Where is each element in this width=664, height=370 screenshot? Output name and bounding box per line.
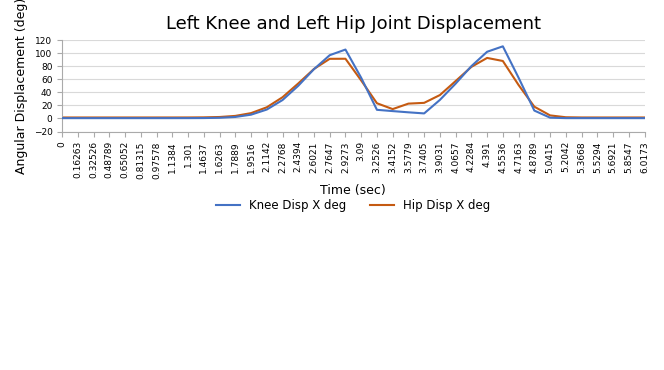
Knee Disp X deg [388, 109, 396, 113]
Knee Disp X deg [294, 84, 302, 88]
Knee Disp X deg [184, 116, 192, 120]
Knee Disp X deg [263, 107, 271, 112]
Hip Disp X deg [546, 113, 554, 118]
Knee Disp X deg [341, 47, 349, 52]
Line: Knee Disp X deg: Knee Disp X deg [62, 46, 645, 118]
Hip Disp X deg [231, 114, 239, 118]
Knee Disp X deg [562, 116, 570, 120]
Line: Hip Disp X deg: Hip Disp X deg [62, 58, 645, 118]
Knee Disp X deg [625, 116, 633, 120]
Hip Disp X deg [531, 104, 539, 109]
Hip Disp X deg [483, 56, 491, 60]
Knee Disp X deg [357, 75, 365, 80]
Legend: Knee Disp X deg, Hip Disp X deg: Knee Disp X deg, Hip Disp X deg [212, 194, 495, 216]
Y-axis label: Angular Displacement (deg): Angular Displacement (deg) [15, 0, 28, 174]
Knee Disp X deg [153, 116, 161, 120]
Hip Disp X deg [294, 81, 302, 86]
Hip Disp X deg [216, 115, 224, 119]
Knee Disp X deg [310, 67, 318, 71]
Knee Disp X deg [404, 110, 412, 115]
Knee Disp X deg [578, 116, 586, 120]
Knee Disp X deg [546, 115, 554, 120]
Hip Disp X deg [184, 115, 192, 120]
Title: Left Knee and Left Hip Joint Displacement: Left Knee and Left Hip Joint Displacemen… [166, 15, 540, 33]
Hip Disp X deg [278, 95, 286, 100]
Knee Disp X deg [420, 111, 428, 116]
Knee Disp X deg [483, 50, 491, 54]
Hip Disp X deg [436, 93, 444, 97]
Knee Disp X deg [436, 98, 444, 102]
Knee Disp X deg [106, 116, 114, 120]
Hip Disp X deg [106, 115, 114, 120]
Knee Disp X deg [531, 108, 539, 113]
Hip Disp X deg [499, 59, 507, 63]
Knee Disp X deg [90, 116, 98, 120]
Knee Disp X deg [499, 44, 507, 48]
Knee Disp X deg [169, 116, 177, 120]
Hip Disp X deg [310, 67, 318, 71]
Hip Disp X deg [169, 115, 177, 120]
X-axis label: Time (sec): Time (sec) [321, 184, 386, 197]
Knee Disp X deg [594, 116, 602, 120]
Knee Disp X deg [137, 116, 145, 120]
Knee Disp X deg [373, 108, 381, 112]
Knee Disp X deg [641, 116, 649, 120]
Hip Disp X deg [137, 115, 145, 120]
Knee Disp X deg [74, 116, 82, 120]
Hip Disp X deg [373, 101, 381, 105]
Knee Disp X deg [609, 116, 617, 120]
Hip Disp X deg [341, 57, 349, 61]
Knee Disp X deg [452, 81, 459, 86]
Hip Disp X deg [562, 115, 570, 120]
Hip Disp X deg [326, 57, 334, 61]
Hip Disp X deg [388, 107, 396, 111]
Knee Disp X deg [247, 112, 255, 117]
Hip Disp X deg [578, 115, 586, 120]
Hip Disp X deg [74, 115, 82, 120]
Hip Disp X deg [121, 115, 129, 120]
Knee Disp X deg [278, 98, 286, 102]
Hip Disp X deg [641, 115, 649, 120]
Knee Disp X deg [121, 116, 129, 120]
Hip Disp X deg [515, 83, 523, 87]
Knee Disp X deg [216, 115, 224, 120]
Knee Disp X deg [200, 116, 208, 120]
Hip Disp X deg [247, 111, 255, 115]
Hip Disp X deg [420, 101, 428, 105]
Hip Disp X deg [58, 115, 66, 120]
Knee Disp X deg [467, 64, 475, 68]
Hip Disp X deg [467, 65, 475, 69]
Hip Disp X deg [263, 105, 271, 110]
Hip Disp X deg [90, 115, 98, 120]
Hip Disp X deg [153, 115, 161, 120]
Knee Disp X deg [326, 53, 334, 57]
Knee Disp X deg [515, 75, 523, 80]
Hip Disp X deg [404, 101, 412, 106]
Hip Disp X deg [452, 79, 459, 83]
Hip Disp X deg [200, 115, 208, 120]
Hip Disp X deg [594, 115, 602, 120]
Knee Disp X deg [58, 116, 66, 120]
Hip Disp X deg [357, 78, 365, 83]
Hip Disp X deg [625, 115, 633, 120]
Knee Disp X deg [231, 115, 239, 119]
Hip Disp X deg [609, 115, 617, 120]
